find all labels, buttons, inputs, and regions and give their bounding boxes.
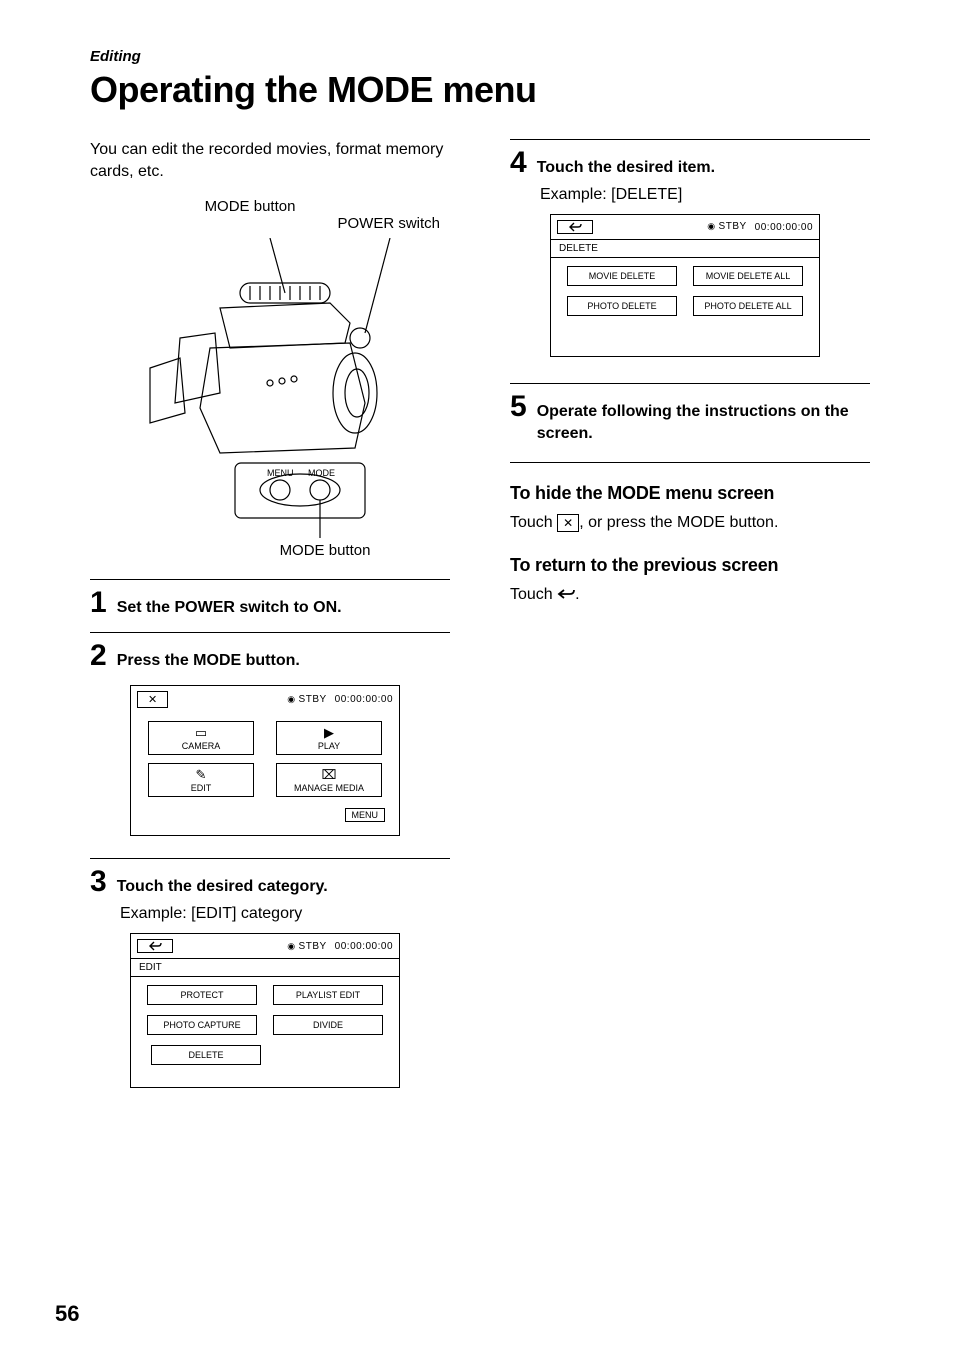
back-button[interactable]	[137, 939, 173, 953]
callout-mode-top: MODE button	[50, 198, 450, 215]
back-arrow-icon	[557, 588, 575, 600]
step-number: 5	[510, 392, 527, 422]
back-button[interactable]	[557, 220, 593, 234]
step-text: Operate following the instructions on th…	[537, 401, 870, 444]
stby-label: STBY	[287, 694, 326, 705]
back-arrow-icon	[568, 222, 582, 232]
panel-mode-label: MODE	[308, 468, 335, 478]
text-fragment: , or press the MODE button.	[579, 514, 778, 531]
callout-mode-bottom: MODE button	[200, 542, 450, 559]
divider	[510, 139, 870, 140]
step-3: 3 Touch the desired category.	[90, 867, 450, 897]
opt-movie-delete[interactable]: MOVIE DELETE	[567, 266, 677, 286]
step-text: Touch the desired item.	[537, 159, 715, 177]
screen-title: DELETE	[551, 239, 819, 258]
camcorder-icon: MENU MODE	[120, 238, 420, 538]
right-column: 4 Touch the desired item. Example: [DELE…	[510, 139, 870, 1088]
divider	[90, 858, 450, 859]
screen-title: EDIT	[131, 958, 399, 977]
tile-label: EDIT	[151, 783, 251, 793]
edit-icon: ✎	[151, 768, 251, 781]
text-fragment: Touch	[510, 586, 557, 603]
step-1: 1 Set the POWER switch to ON.	[90, 588, 450, 618]
tile-label: PLAY	[279, 741, 379, 751]
divider	[90, 632, 450, 633]
menu-button[interactable]: MENU	[345, 808, 386, 822]
step-4: 4 Touch the desired item.	[510, 148, 870, 178]
step-number: 4	[510, 148, 527, 178]
media-icon: ⌧	[279, 768, 379, 781]
step-number: 3	[90, 867, 107, 897]
screen-edit-category: STBY 00:00:00:00 EDIT PROTECT PLAYLIST E…	[130, 933, 400, 1088]
page-title: Operating the MODE menu	[90, 69, 876, 111]
opt-delete[interactable]: DELETE	[151, 1045, 261, 1065]
step-2: 2 Press the MODE button.	[90, 641, 450, 671]
step-5: 5 Operate following the instructions on …	[510, 392, 870, 444]
stby-label: STBY	[707, 221, 746, 232]
callout-power: POWER switch	[90, 215, 440, 232]
timecode-label: 00:00:00:00	[335, 941, 393, 952]
tile-camera[interactable]: ▭ CAMERA	[148, 721, 254, 755]
tile-label: MANAGE MEDIA	[279, 783, 379, 793]
panel-menu-label: MENU	[267, 468, 294, 478]
back-arrow-icon	[148, 941, 162, 951]
step-3-example: Example: [EDIT] category	[120, 905, 450, 923]
opt-photo-delete-all[interactable]: PHOTO DELETE ALL	[693, 296, 803, 316]
screen-delete-item: STBY 00:00:00:00 DELETE MOVIE DELETE MOV…	[550, 214, 820, 357]
opt-movie-delete-all[interactable]: MOVIE DELETE ALL	[693, 266, 803, 286]
divider	[510, 462, 870, 463]
camcorder-illustration: MODE button POWER switch	[90, 198, 450, 559]
step-4-example: Example: [DELETE]	[540, 186, 870, 204]
left-column: You can edit the recorded movies, format…	[90, 139, 450, 1088]
page-number: 56	[55, 1301, 79, 1327]
opt-protect[interactable]: PROTECT	[147, 985, 257, 1005]
return-body: Touch .	[510, 584, 870, 606]
hide-body: Touch ✕, or press the MODE button.	[510, 512, 870, 534]
step-text: Set the POWER switch to ON.	[117, 599, 342, 617]
step-number: 1	[90, 588, 107, 618]
step-number: 2	[90, 641, 107, 671]
divider	[90, 579, 450, 580]
opt-photo-capture[interactable]: PHOTO CAPTURE	[147, 1015, 257, 1035]
opt-playlist-edit[interactable]: PLAYLIST EDIT	[273, 985, 383, 1005]
play-icon: ▶	[279, 726, 379, 739]
screen-mode-menu: ✕ STBY 00:00:00:00 ▭ CAMERA ▶ PLAY	[130, 685, 400, 836]
tile-label: CAMERA	[151, 741, 251, 751]
timecode-label: 00:00:00:00	[755, 222, 813, 233]
subhead-hide: To hide the MODE menu screen	[510, 483, 870, 504]
tile-manage-media[interactable]: ⌧ MANAGE MEDIA	[276, 763, 382, 797]
intro-text: You can edit the recorded movies, format…	[90, 139, 450, 182]
tile-edit[interactable]: ✎ EDIT	[148, 763, 254, 797]
section-label: Editing	[90, 48, 876, 65]
tile-play[interactable]: ▶ PLAY	[276, 721, 382, 755]
text-fragment: Touch	[510, 514, 557, 531]
divider	[510, 383, 870, 384]
timecode-label: 00:00:00:00	[335, 694, 393, 705]
opt-divide[interactable]: DIVIDE	[273, 1015, 383, 1035]
close-button[interactable]: ✕	[137, 691, 168, 708]
stby-label: STBY	[287, 941, 326, 952]
step-text: Touch the desired category.	[117, 878, 328, 896]
opt-photo-delete[interactable]: PHOTO DELETE	[567, 296, 677, 316]
step-text: Press the MODE button.	[117, 652, 300, 670]
close-icon: ✕	[557, 514, 579, 533]
camera-icon: ▭	[151, 726, 251, 739]
subhead-return: To return to the previous screen	[510, 555, 870, 576]
text-fragment: .	[575, 586, 579, 603]
